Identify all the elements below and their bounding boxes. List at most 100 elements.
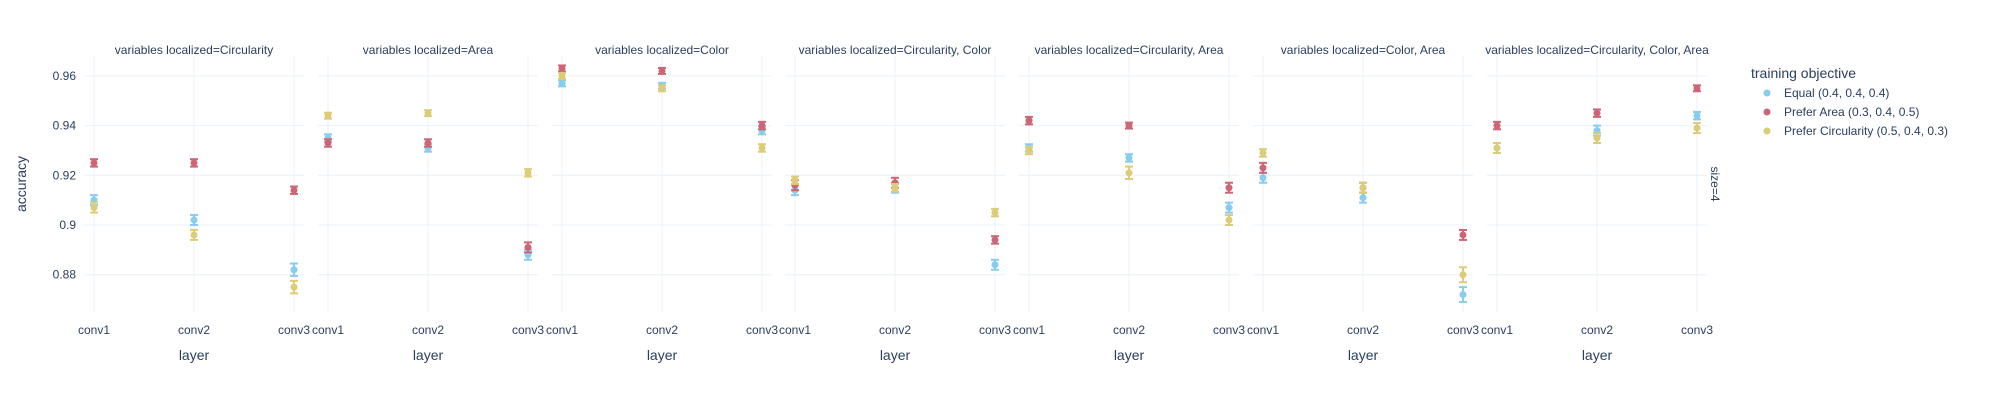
data-point [991, 236, 999, 244]
data-point [1259, 164, 1267, 172]
x-tick-label: conv3 [746, 323, 778, 337]
x-tick-label: conv1 [1247, 323, 1279, 337]
x-tick-label: conv3 [278, 323, 310, 337]
data-point [1025, 146, 1033, 154]
data-point [524, 243, 532, 251]
facet-title: variables localized=Circularity [115, 43, 273, 57]
y-tick-label: 0.9 [59, 218, 76, 232]
x-tick-label: conv3 [1447, 323, 1479, 337]
data-point [1359, 194, 1367, 202]
x-tick-label: conv2 [1347, 323, 1379, 337]
x-tick-label: conv1 [546, 323, 578, 337]
x-axis-title: layer [413, 347, 444, 363]
data-point [1359, 184, 1367, 192]
data-point [1459, 291, 1467, 299]
x-axis-title: layer [1114, 347, 1145, 363]
data-point [190, 216, 198, 224]
x-tick-label: conv1 [1481, 323, 1513, 337]
data-point [290, 283, 298, 291]
x-tick-label: conv3 [979, 323, 1011, 337]
y-tick-label: 0.94 [53, 119, 77, 133]
x-axis-title: layer [647, 347, 678, 363]
x-tick-label: conv1 [1013, 323, 1045, 337]
data-point [1593, 134, 1601, 142]
data-point [424, 139, 432, 147]
data-point [524, 169, 532, 177]
data-point [1225, 204, 1233, 212]
legend-label: Equal (0.4, 0.4, 0.4) [1784, 86, 1889, 100]
data-point [1025, 117, 1033, 125]
x-tick-label: conv1 [312, 323, 344, 337]
facet-title: variables localized=Circularity, Area [1035, 43, 1224, 57]
data-point [90, 204, 98, 212]
y-tick-label: 0.88 [53, 268, 77, 282]
data-point [1125, 169, 1133, 177]
data-point [558, 72, 566, 80]
data-point [891, 184, 899, 192]
x-tick-label: conv2 [1113, 323, 1145, 337]
legend-label: Prefer Circularity (0.5, 0.4, 0.3) [1784, 124, 1948, 138]
data-point [190, 159, 198, 167]
data-point [1693, 124, 1701, 132]
y-tick-label: 0.92 [53, 168, 77, 182]
x-tick-label: conv3 [1681, 323, 1713, 337]
x-tick-label: conv2 [178, 323, 210, 337]
data-point [324, 139, 332, 147]
data-point [1693, 112, 1701, 120]
y-tick-label: 0.96 [53, 69, 77, 83]
legend-marker [1763, 108, 1771, 116]
x-tick-label: conv3 [512, 323, 544, 337]
data-point [658, 84, 666, 92]
data-point [1259, 174, 1267, 182]
data-point [1125, 154, 1133, 162]
data-point [290, 266, 298, 274]
x-axis-title: layer [880, 347, 911, 363]
facet-title: variables localized=Circularity, Color, … [1485, 43, 1709, 57]
x-axis-title: layer [1582, 347, 1613, 363]
data-point [1125, 122, 1133, 130]
x-tick-label: conv2 [412, 323, 444, 337]
y-axis-title: accuracy [13, 156, 29, 212]
facet-panel: variables localized=Circularity, Area con… [1013, 43, 1245, 363]
data-point [424, 109, 432, 117]
data-point [1225, 184, 1233, 192]
data-point [791, 176, 799, 184]
x-tick-label: conv1 [78, 323, 110, 337]
legend-marker [1763, 127, 1771, 135]
data-point [558, 79, 566, 87]
x-axis-title: layer [1348, 347, 1379, 363]
data-point [1225, 216, 1233, 224]
legend-title: training objective [1751, 65, 1856, 81]
facet-panel: variables localized=Area conv1 conv2 conv3 l… [312, 43, 544, 363]
legend-marker [1763, 89, 1771, 97]
x-tick-label: conv2 [646, 323, 678, 337]
data-point [324, 112, 332, 120]
x-tick-label: conv3 [1213, 323, 1245, 337]
x-axis-title: layer [179, 347, 210, 363]
data-point [758, 122, 766, 130]
data-point [758, 144, 766, 152]
legend-label: Prefer Area (0.3, 0.4, 0.5) [1784, 105, 1919, 119]
facet-panel: variables localized=Circularity, Color co… [779, 43, 1011, 363]
data-point [1593, 109, 1601, 117]
facet-title: variables localized=Color [595, 43, 729, 57]
data-point [991, 261, 999, 269]
facet-title: variables localized=Area [363, 43, 494, 57]
data-point [991, 209, 999, 217]
facet-panel: variables localized=Color, Area conv1 conv… [1247, 43, 1479, 363]
facet-panel: variables localized=Circularity, Color, … [1481, 43, 1713, 363]
facet-panel: variables localized=Color conv1 conv2 conv3… [546, 43, 778, 363]
x-tick-label: conv2 [879, 323, 911, 337]
facet-panel: variables localized=Circularity conv1 conv… [78, 43, 310, 363]
x-tick-label: conv1 [779, 323, 811, 337]
legend: training objective Equal (0.4, 0.4, 0.4) P… [1751, 65, 1948, 138]
row-label: size=4 [1708, 166, 1722, 201]
facet-title: variables localized=Circularity, Color [799, 43, 992, 57]
facet-title: variables localized=Color, Area [1281, 43, 1446, 57]
data-point [1693, 84, 1701, 92]
x-tick-label: conv2 [1581, 323, 1613, 337]
data-point [658, 67, 666, 75]
data-point [1459, 271, 1467, 279]
data-point [190, 231, 198, 239]
